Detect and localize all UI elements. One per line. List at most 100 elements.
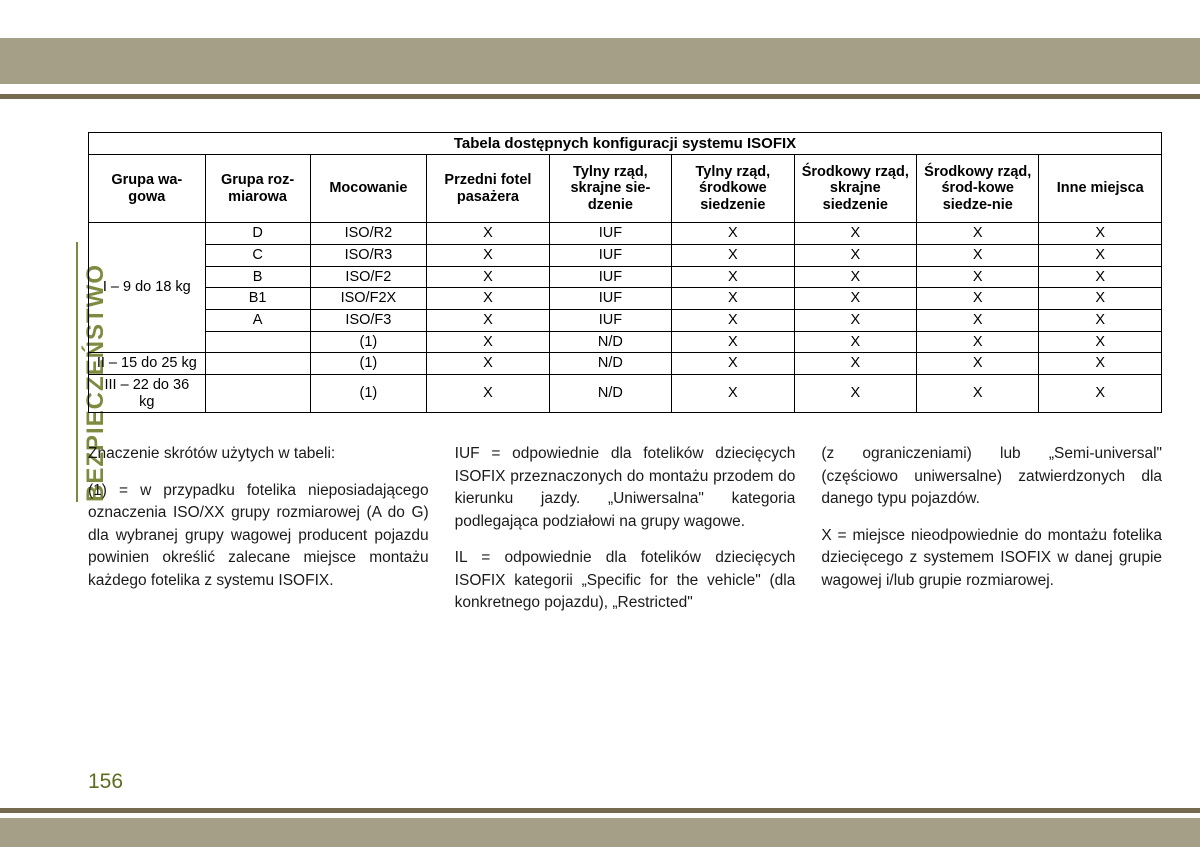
- th-mid-outer: Środkowy rząd, skrajne siedzenie: [794, 155, 916, 223]
- cell: IUF: [549, 223, 671, 245]
- cell: X: [917, 244, 1039, 266]
- explain-col-1: Znaczenie skrótów użytych w tabeli: (1) …: [88, 443, 429, 628]
- cell: IUF: [549, 309, 671, 331]
- th-weight-group: Grupa wa-gowa: [89, 155, 206, 223]
- cell-weight-group: I – 9 do 18 kg: [89, 223, 206, 353]
- cell-weight-group: III – 22 do 36 kg: [89, 374, 206, 412]
- cell: ISO/F2: [310, 266, 427, 288]
- cell: X: [1039, 353, 1162, 375]
- cell: N/D: [549, 374, 671, 412]
- cell: X: [794, 331, 916, 353]
- content-area: Tabela dostępnych konfiguracji systemu I…: [88, 132, 1162, 629]
- th-front-passenger: Przedni fotel pasażera: [427, 155, 549, 223]
- cell: X: [917, 331, 1039, 353]
- cell: X: [672, 309, 794, 331]
- th-other: Inne miejsca: [1039, 155, 1162, 223]
- cell: N/D: [549, 353, 671, 375]
- cell: IUF: [549, 288, 671, 310]
- manual-page: BEZPIECZEŃSTWO Tabela dostępnych konfigu…: [0, 0, 1200, 847]
- cell: ISO/R2: [310, 223, 427, 245]
- cell: X: [917, 288, 1039, 310]
- cell: X: [672, 331, 794, 353]
- cell: X: [672, 288, 794, 310]
- cell: X: [1039, 309, 1162, 331]
- cell: ISO/F3: [310, 309, 427, 331]
- explain-text: IUF = odpowiednie dla fotelików dziecięc…: [455, 443, 796, 533]
- decor-band-top: [0, 38, 1200, 84]
- page-number: 156: [88, 770, 123, 794]
- table-row: I – 9 do 18 kg D ISO/R2 X IUF X X X X: [89, 223, 1162, 245]
- explain-text: Znaczenie skrótów użytych w tabeli:: [88, 443, 429, 465]
- th-fixture: Mocowanie: [310, 155, 427, 223]
- cell: X: [1039, 266, 1162, 288]
- cell: X: [794, 309, 916, 331]
- cell: X: [1039, 331, 1162, 353]
- table-row: B ISO/F2 X IUF X X X X: [89, 266, 1162, 288]
- cell: X: [427, 353, 549, 375]
- cell: X: [1039, 288, 1162, 310]
- cell: X: [794, 266, 916, 288]
- th-rear-center: Tylny rząd, środkowe siedzenie: [672, 155, 794, 223]
- cell: C: [205, 244, 310, 266]
- cell: X: [794, 244, 916, 266]
- cell: (1): [310, 331, 427, 353]
- decor-line-bottom: [0, 808, 1200, 813]
- cell: X: [672, 223, 794, 245]
- th-size-group: Grupa roz-miarowa: [205, 155, 310, 223]
- decor-line-top: [0, 94, 1200, 99]
- cell: X: [427, 223, 549, 245]
- explanation-columns: Znaczenie skrótów użytych w tabeli: (1) …: [88, 443, 1162, 628]
- table-row: II – 15 do 25 kg (1) X N/D X X X X: [89, 353, 1162, 375]
- cell: ISO/R3: [310, 244, 427, 266]
- cell: [205, 353, 310, 375]
- cell: X: [427, 309, 549, 331]
- cell: X: [427, 331, 549, 353]
- cell: X: [672, 266, 794, 288]
- table-row: B1 ISO/F2X X IUF X X X X: [89, 288, 1162, 310]
- cell: X: [794, 288, 916, 310]
- cell-weight-group: II – 15 do 25 kg: [89, 353, 206, 375]
- explain-text: X = miejsce nieodpowiednie do montażu fo…: [821, 525, 1162, 592]
- table-row: C ISO/R3 X IUF X X X X: [89, 244, 1162, 266]
- cell: ISO/F2X: [310, 288, 427, 310]
- cell: B1: [205, 288, 310, 310]
- cell: X: [794, 223, 916, 245]
- cell: X: [917, 223, 1039, 245]
- cell: X: [794, 374, 916, 412]
- cell: A: [205, 309, 310, 331]
- cell: X: [917, 374, 1039, 412]
- cell: X: [1039, 374, 1162, 412]
- isofix-table: Tabela dostępnych konfiguracji systemu I…: [88, 132, 1162, 413]
- cell: IUF: [549, 244, 671, 266]
- explain-col-3: (z ograniczeniami) lub „Semi-universal" …: [821, 443, 1162, 628]
- cell: D: [205, 223, 310, 245]
- cell: X: [1039, 244, 1162, 266]
- cell: X: [427, 266, 549, 288]
- th-mid-center: Środkowy rząd, środ-kowe siedze-nie: [917, 155, 1039, 223]
- cell: N/D: [549, 331, 671, 353]
- cell: X: [917, 266, 1039, 288]
- table-row: (1) X N/D X X X X: [89, 331, 1162, 353]
- cell: (1): [310, 374, 427, 412]
- decor-band-bottom: [0, 818, 1200, 847]
- cell: X: [672, 244, 794, 266]
- cell: (1): [310, 353, 427, 375]
- cell: X: [427, 288, 549, 310]
- cell: X: [427, 244, 549, 266]
- cell: X: [1039, 223, 1162, 245]
- cell: X: [672, 353, 794, 375]
- table-row: A ISO/F3 X IUF X X X X: [89, 309, 1162, 331]
- cell: [205, 331, 310, 353]
- cell: [205, 374, 310, 412]
- table-row: III – 22 do 36 kg (1) X N/D X X X X: [89, 374, 1162, 412]
- explain-text: (1) = w przypadku fotelika nieposiadając…: [88, 480, 429, 592]
- cell: X: [427, 374, 549, 412]
- cell: X: [917, 353, 1039, 375]
- cell: IUF: [549, 266, 671, 288]
- explain-text: (z ograniczeniami) lub „Semi-universal" …: [821, 443, 1162, 510]
- explain-col-2: IUF = odpowiednie dla fotelików dziecięc…: [455, 443, 796, 628]
- explain-text: IL = odpowiednie dla fotelików dziecięcy…: [455, 547, 796, 614]
- cell: X: [917, 309, 1039, 331]
- cell: X: [672, 374, 794, 412]
- cell: X: [794, 353, 916, 375]
